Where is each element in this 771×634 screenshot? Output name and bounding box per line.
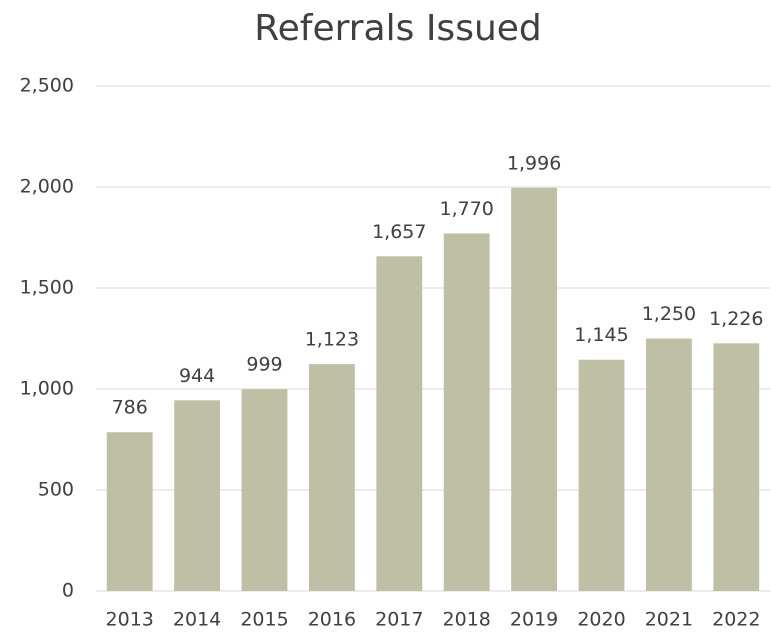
x-tick-label: 2017 <box>375 609 423 631</box>
y-tick-label: 500 <box>38 479 74 501</box>
data-label: 1,226 <box>709 308 763 330</box>
x-tick-label: 2019 <box>510 609 558 631</box>
x-tick-label: 2021 <box>645 609 693 631</box>
bar <box>308 364 355 591</box>
data-label: 1,123 <box>305 329 359 351</box>
data-label: 999 <box>246 354 282 376</box>
data-label: 1,770 <box>439 198 493 220</box>
bar <box>376 256 423 591</box>
bar <box>713 343 760 591</box>
bar <box>511 187 558 592</box>
x-tick-label: 2022 <box>712 609 760 631</box>
y-tick-label: 0 <box>62 580 74 602</box>
chart-title: Referrals Issued <box>254 8 542 49</box>
y-tick-label: 2,000 <box>20 176 74 198</box>
bar <box>106 432 153 591</box>
data-label: 1,250 <box>642 303 696 325</box>
x-tick-label: 2020 <box>577 609 625 631</box>
x-tick-label: 2014 <box>173 609 221 631</box>
bar <box>174 400 221 591</box>
data-label: 1,657 <box>372 221 426 243</box>
x-tick-label: 2018 <box>443 609 491 631</box>
data-label: 1,996 <box>507 152 561 174</box>
x-tick-label: 2013 <box>106 609 154 631</box>
y-tick-label: 1,000 <box>20 378 74 400</box>
y-tick-label: 2,500 <box>20 75 74 97</box>
data-label: 1,145 <box>574 324 628 346</box>
y-tick-label: 1,500 <box>20 277 74 299</box>
bar <box>578 359 625 591</box>
x-tick-label: 2016 <box>308 609 356 631</box>
bar <box>443 233 490 591</box>
x-tick-label: 2015 <box>240 609 288 631</box>
bar <box>241 389 288 591</box>
data-label: 944 <box>179 365 215 387</box>
bar <box>645 338 692 591</box>
data-label: 786 <box>112 397 148 419</box>
